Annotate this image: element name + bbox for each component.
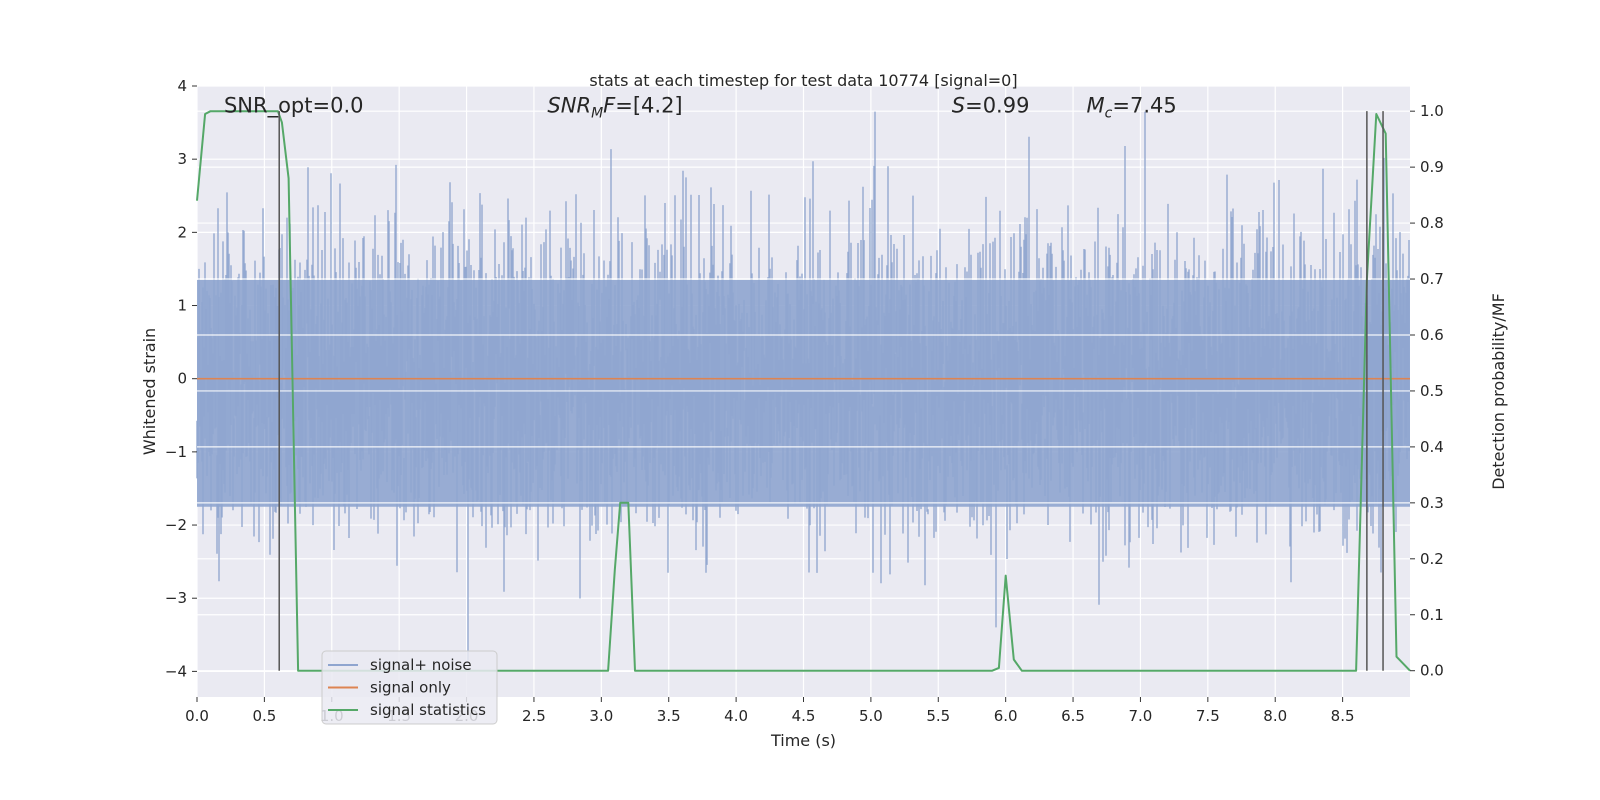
y2-axis-label: Detection probability/MF xyxy=(1489,293,1508,490)
x-tick-label: 2.5 xyxy=(522,707,546,725)
annotations: SNR_opt=0.0 SNRMF=[4.2] S=0.99 Mc=7.45 xyxy=(224,93,1177,121)
y2-tick-label: 0.9 xyxy=(1420,158,1444,176)
legend-box xyxy=(321,650,498,725)
x-tick-label: 4.0 xyxy=(724,707,748,725)
annotation-snr-mf: SNRMF=[4.2] xyxy=(547,93,682,121)
y-tick-label: −4 xyxy=(165,662,187,680)
annotation-s-value: =0.99 xyxy=(965,93,1029,117)
x-tick-label: 4.5 xyxy=(792,707,816,725)
y-axis-label: Whitened strain xyxy=(140,328,159,455)
y2-tick-label: 0.8 xyxy=(1420,214,1444,232)
signal-statistics-line xyxy=(196,110,1411,672)
annotation-mc: Mc=7.45 xyxy=(1087,93,1177,121)
y2-tick-label: 0.1 xyxy=(1420,606,1444,624)
x-tick-label: 3.5 xyxy=(657,707,681,725)
x-tick-label: 5.5 xyxy=(926,707,950,725)
y-tick-label: 2 xyxy=(177,223,187,241)
y-tick-label: 3 xyxy=(177,150,187,168)
y2-tick-label: 0.6 xyxy=(1420,326,1444,344)
legend-label-signal-statistics: signal statistics xyxy=(370,701,486,719)
y-tick-label: −1 xyxy=(165,443,187,461)
x-tick-label: 3.0 xyxy=(589,707,613,725)
series-signal-plus-noise xyxy=(196,111,1410,661)
x-tick-label: 6.5 xyxy=(1061,707,1085,725)
x-tick-label: 0.0 xyxy=(185,707,209,725)
y2-tick-label: 1.0 xyxy=(1420,102,1444,120)
annotation-snr-mf-value: =[4.2] xyxy=(615,93,682,117)
noise-core-band xyxy=(197,279,1410,507)
y2-tick-label: 0.0 xyxy=(1420,662,1444,680)
annotation-snr-mf-base: SNR xyxy=(547,93,591,117)
chart-title: stats at each timestep for test data 107… xyxy=(589,71,1017,90)
annotation-mc-sub: c xyxy=(1105,105,1113,121)
y-tick-label: 4 xyxy=(177,77,187,95)
y-tick-label: 0 xyxy=(177,370,187,388)
y2-tick-label: 0.4 xyxy=(1420,438,1444,456)
vertical-markers xyxy=(278,111,1384,671)
x-tick-label: 6.0 xyxy=(994,707,1018,725)
axes: 0.00.51.01.52.02.53.03.54.04.55.05.56.06… xyxy=(165,77,1444,725)
annotation-mc-value: =7.45 xyxy=(1112,93,1176,117)
y-tick-label: −2 xyxy=(165,516,187,534)
y2-tick-label: 0.3 xyxy=(1420,494,1444,512)
annotation-s: S=0.99 xyxy=(952,93,1030,117)
legend-label-signal-only: signal only xyxy=(370,679,451,697)
x-tick-label: 0.5 xyxy=(252,707,276,725)
annotation-snr-opt: SNR_opt=0.0 xyxy=(224,93,364,118)
legend-label-signal-noise: signal+ noise xyxy=(370,656,472,674)
y-tick-label: −3 xyxy=(165,589,187,607)
x-tick-label: 5.0 xyxy=(859,707,883,725)
x-axis-label: Time (s) xyxy=(770,731,836,750)
y-tick-label: 1 xyxy=(177,297,187,315)
annotation-snr-mf-sub: M xyxy=(591,105,603,121)
annotation-snr-mf-rest: F xyxy=(603,93,616,117)
x-tick-label: 8.0 xyxy=(1263,707,1287,725)
y2-tick-label: 0.5 xyxy=(1420,382,1444,400)
x-tick-label: 7.0 xyxy=(1129,707,1153,725)
annotation-s-name: S xyxy=(952,93,965,117)
annotation-mc-base: M xyxy=(1087,93,1105,117)
legend: signal+ noise signal only signal statist… xyxy=(321,650,498,725)
y2-tick-label: 0.7 xyxy=(1420,270,1444,288)
x-tick-label: 8.5 xyxy=(1331,707,1355,725)
y2-tick-label: 0.2 xyxy=(1420,550,1444,568)
series-lines xyxy=(196,110,1411,672)
x-tick-label: 7.5 xyxy=(1196,707,1220,725)
